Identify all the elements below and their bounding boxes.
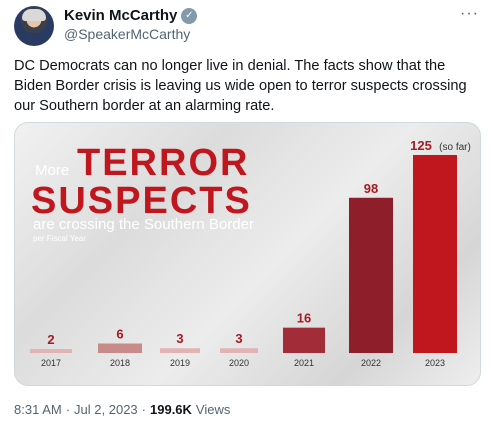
category-label-2017: 2017: [41, 358, 61, 368]
tweet-footer: 8:31 AM · Jul 2, 2023 · 199.6K Views: [14, 402, 230, 417]
verified-icon: ✓: [181, 7, 198, 24]
bar-2022: [349, 197, 393, 353]
separator: ·: [65, 402, 71, 417]
bar-2023: [413, 155, 457, 353]
value-label-2017: 2: [47, 332, 54, 347]
bar-2021: [283, 327, 325, 353]
author-row: Kevin McCarthy ✓: [64, 7, 198, 24]
value-label-2023: 125: [410, 138, 432, 153]
value-label-2019: 3: [176, 331, 183, 346]
category-label-2021: 2021: [294, 358, 314, 368]
category-label-2023: 2023: [425, 358, 445, 368]
bar-2018: [98, 343, 142, 353]
views-label: Views: [195, 402, 231, 417]
bar-2020: [220, 348, 258, 353]
author-name[interactable]: Kevin McCarthy: [64, 7, 178, 24]
chart-title-line1: TERROR: [77, 142, 249, 184]
separator: ·: [141, 402, 146, 417]
views-count[interactable]: 199.6K: [150, 402, 192, 417]
category-label-2022: 2022: [361, 358, 381, 368]
author-handle[interactable]: @SpeakerMcCarthy: [64, 26, 191, 42]
more-icon[interactable]: ···: [460, 5, 479, 22]
chart-title-line2: SUSPECTS: [31, 180, 252, 222]
value-label-2021: 16: [297, 311, 311, 326]
bar-2017: [30, 349, 72, 353]
avatar[interactable]: [14, 6, 54, 46]
tweet-media-card[interactable]: More TERROR SUSPECTS are crossing the So…: [14, 122, 481, 386]
chart-note: per Fiscal Year: [33, 234, 86, 243]
bar-2019: [160, 348, 200, 353]
value-label-2020: 3: [235, 331, 242, 346]
chart-subtitle: are crossing the Southern Border: [33, 216, 254, 233]
category-label-2020: 2020: [229, 358, 249, 368]
category-label-2018: 2018: [110, 358, 130, 368]
value-label-2018: 6: [116, 326, 123, 341]
category-label-2019: 2019: [170, 358, 190, 368]
tweet-date[interactable]: Jul 2, 2023: [74, 402, 138, 417]
terror-suspects-chart: More TERROR SUSPECTS are crossing the So…: [30, 138, 471, 368]
tweet-text: DC Democrats can no longer live in denia…: [14, 58, 467, 114]
chart-title-pre: More: [35, 162, 69, 179]
value-label-2022: 98: [364, 181, 378, 196]
tweet-time[interactable]: 8:31 AM: [14, 402, 62, 417]
value-label-suffix: (so far): [439, 142, 471, 153]
